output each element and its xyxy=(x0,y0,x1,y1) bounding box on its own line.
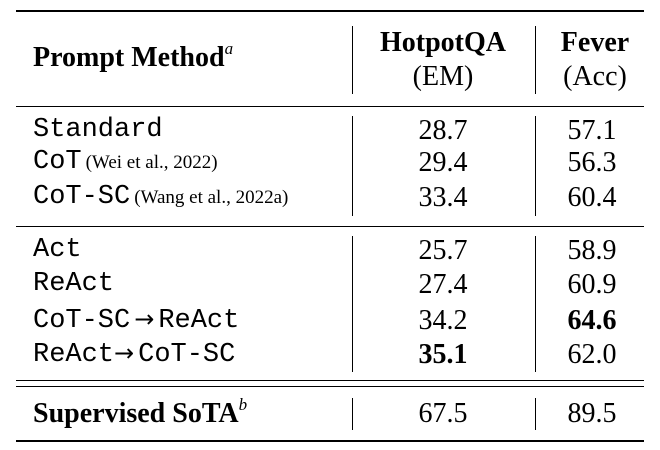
method-react-to-cot-sc: ReAct→ CoT-SC xyxy=(33,341,235,369)
method-part-react: ReAct xyxy=(33,340,115,370)
bottom-rule xyxy=(16,440,644,442)
fever-cot-sc: 60.4 xyxy=(567,182,617,213)
column-divider xyxy=(352,116,354,216)
header-rule xyxy=(16,106,644,108)
hotpotqa-cot-sc: 33.4 xyxy=(418,182,468,213)
method-part-react: ReAct xyxy=(158,306,240,336)
double-rule-bottom xyxy=(16,386,644,388)
method-part-cot-sc: CoT-SC xyxy=(33,306,131,336)
header-prompt-method: Prompt Methoda xyxy=(33,39,234,73)
column-divider xyxy=(352,26,354,94)
footnote-marker-b: b xyxy=(238,395,248,414)
right-arrow-icon: → xyxy=(114,339,135,367)
hotpotqa-cot-sc-to-react: 34.2 xyxy=(418,305,468,336)
method-cot-sc: CoT-SC (Wang et al., 2022a) xyxy=(33,184,288,211)
fever-standard: 57.1 xyxy=(567,115,617,146)
column-divider xyxy=(535,236,537,372)
column-divider xyxy=(535,26,537,94)
fever-cot-sc-to-react-best: 64.6 xyxy=(567,305,617,336)
citation-wei: (Wei et al., 2022) xyxy=(85,152,218,173)
hotpotqa-act: 25.7 xyxy=(418,235,468,266)
header-fever: Fever xyxy=(560,27,630,58)
column-divider xyxy=(535,116,537,216)
header-hotpotqa-metric: (EM) xyxy=(412,61,474,92)
hotpotqa-react-to-cot-sc-best: 35.1 xyxy=(418,339,468,370)
method-part-cot-sc: CoT-SC xyxy=(138,340,236,370)
method-standard: Standard xyxy=(33,115,163,145)
method-cot-sc-label: CoT-SC xyxy=(33,182,131,212)
header-fever-metric: (Acc) xyxy=(563,61,627,92)
footnote-marker-a: a xyxy=(224,39,234,58)
column-divider xyxy=(352,236,354,372)
hotpotqa-supervised-sota: 67.5 xyxy=(418,398,468,429)
right-arrow-icon: → xyxy=(134,305,155,333)
top-rule xyxy=(16,10,644,12)
method-cot-label: CoT xyxy=(33,147,82,177)
method-react: ReAct xyxy=(33,269,115,299)
fever-cot: 56.3 xyxy=(567,147,617,178)
column-divider xyxy=(352,398,354,430)
citation-wang: (Wang et al., 2022a) xyxy=(134,187,289,208)
hotpotqa-cot: 29.4 xyxy=(418,147,468,178)
header-hotpotqa: HotpotQA xyxy=(380,27,506,58)
double-rule-top xyxy=(16,380,644,382)
group-separator-rule xyxy=(16,226,644,228)
method-cot-sc-to-react: CoT-SC → ReAct xyxy=(33,307,239,335)
fever-react: 60.9 xyxy=(567,269,617,300)
hotpotqa-standard: 28.7 xyxy=(418,115,468,146)
fever-react-to-cot-sc: 62.0 xyxy=(567,339,617,370)
fever-supervised-sota: 89.5 xyxy=(567,398,617,429)
method-cot: CoT (Wei et al., 2022) xyxy=(33,149,218,176)
column-divider xyxy=(535,398,537,430)
hotpotqa-react: 27.4 xyxy=(418,269,468,300)
method-supervised-sota: Supervised SoTAb xyxy=(33,395,248,429)
fever-act: 58.9 xyxy=(567,235,617,266)
method-act: Act xyxy=(33,235,82,265)
